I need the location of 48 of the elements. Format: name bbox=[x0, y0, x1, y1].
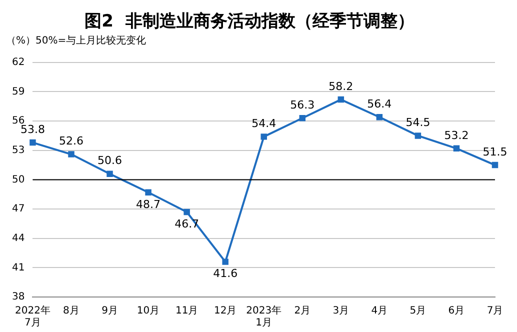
y-tick-label: 59 bbox=[12, 86, 25, 98]
data-label: 48.7 bbox=[136, 198, 161, 211]
data-label: 54.5 bbox=[406, 116, 430, 130]
point bbox=[106, 170, 113, 177]
point bbox=[492, 162, 498, 168]
y-tick-label: 53 bbox=[12, 144, 25, 156]
data-label: 58.2 bbox=[328, 80, 354, 93]
y-tick-label: 38 bbox=[12, 292, 25, 303]
x-tick-label: 10月 bbox=[136, 306, 160, 317]
point bbox=[30, 139, 36, 146]
x-tick-label: 2月 bbox=[294, 306, 311, 317]
data-label: 56.3 bbox=[290, 98, 315, 112]
data-label: 51.5 bbox=[482, 145, 508, 158]
text: （%）50%=与上月比较无变化 bbox=[6, 34, 146, 47]
point bbox=[184, 208, 190, 216]
x-tick-label: 7月 bbox=[486, 306, 504, 317]
x-tick-label: 5月 bbox=[410, 306, 426, 317]
point bbox=[376, 114, 383, 120]
x-tick-label: 11月 bbox=[175, 306, 198, 317]
data-label: 53.8 bbox=[20, 122, 45, 136]
point bbox=[299, 114, 306, 122]
y-tick-label: 47 bbox=[12, 204, 25, 215]
x-tick-label: 12月 bbox=[214, 306, 237, 317]
point bbox=[414, 132, 422, 139]
x-tick-label: 8月 bbox=[63, 306, 80, 317]
point bbox=[260, 134, 267, 140]
data-label: 50.6 bbox=[98, 154, 122, 168]
data-label: 53.2 bbox=[444, 128, 469, 142]
data-label: 41.6 bbox=[213, 267, 238, 280]
data-label: 56.4 bbox=[367, 98, 392, 110]
chart-title: 图2 非制造业商务活动指数（经季节调整） bbox=[84, 12, 414, 32]
y-tick-label: 62 bbox=[12, 56, 25, 68]
data-label: 54.4 bbox=[252, 117, 276, 130]
x-tick-label: 6月 bbox=[448, 306, 465, 317]
y-tick-label: 44 bbox=[12, 232, 25, 244]
x-tick-label: 3月 bbox=[332, 306, 350, 317]
x-tick-label: 2023年 1月 bbox=[246, 304, 282, 329]
point bbox=[453, 145, 460, 152]
point bbox=[145, 189, 152, 196]
point bbox=[338, 96, 344, 103]
y-tick-label: 41 bbox=[12, 262, 25, 274]
data-label: 52.6 bbox=[59, 134, 84, 148]
x-tick-label: 4月 bbox=[371, 306, 388, 317]
point bbox=[222, 258, 228, 265]
x-tick-label: 9月 bbox=[102, 306, 118, 317]
x-tick-label: 2022年 7月 bbox=[15, 304, 50, 329]
point bbox=[68, 151, 74, 158]
y-tick-label: 50 bbox=[12, 174, 25, 186]
